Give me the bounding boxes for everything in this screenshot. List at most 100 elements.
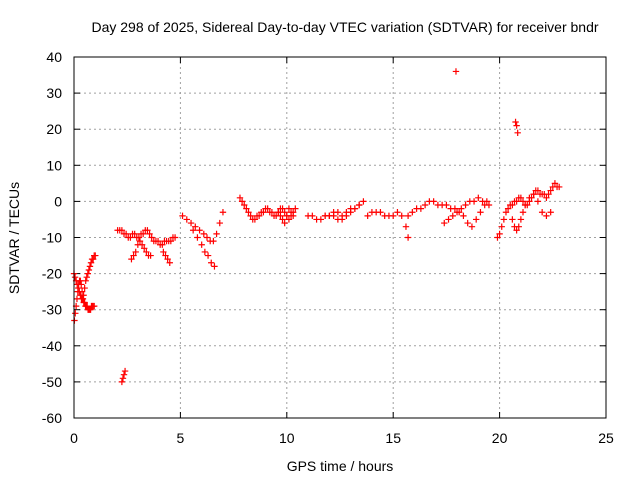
data-point [139, 230, 147, 238]
data-point [179, 212, 186, 220]
data-point [203, 234, 211, 241]
data-point [514, 129, 521, 137]
data-point [519, 198, 527, 205]
x-tick-label: 15 [385, 430, 401, 446]
data-point [251, 216, 259, 223]
data-point [513, 198, 520, 205]
data-point [281, 219, 288, 227]
data-point [219, 209, 227, 216]
data-point [127, 234, 134, 241]
y-tick-label: -60 [42, 410, 62, 426]
data-point [92, 252, 99, 259]
data-point [268, 209, 276, 216]
data-point [338, 216, 346, 223]
data-point [85, 266, 93, 274]
data-point [120, 371, 128, 378]
data-point [198, 241, 205, 248]
chart-title: Day 298 of 2025, Sidereal Day-to-day VTE… [91, 19, 598, 35]
data-point [130, 252, 137, 259]
data-point [430, 198, 437, 205]
data-point [167, 237, 175, 245]
data-point [355, 201, 363, 209]
data-point [477, 209, 484, 216]
data-point [547, 209, 554, 216]
data-point [171, 234, 179, 241]
data-point [83, 274, 90, 281]
data-point [81, 299, 88, 306]
data-point [196, 227, 203, 234]
data-point [449, 212, 456, 220]
y-tick-label: 0 [54, 193, 62, 209]
data-point [513, 122, 520, 129]
data-point [143, 248, 150, 256]
data-point [521, 201, 529, 209]
data-point [208, 259, 215, 266]
data-point [78, 288, 86, 295]
data-point [210, 237, 217, 245]
data-point [255, 212, 263, 220]
data-point [530, 190, 537, 198]
data-point [287, 209, 295, 216]
data-point [289, 212, 297, 220]
data-point [141, 245, 148, 252]
x-tick-label: 20 [492, 430, 508, 446]
data-point [377, 209, 384, 216]
data-point [309, 212, 316, 220]
data-point [496, 230, 503, 238]
data-point [283, 212, 290, 220]
data-point [147, 252, 154, 259]
data-point [121, 367, 129, 375]
data-point [91, 302, 98, 310]
x-tick-label: 25 [598, 430, 614, 446]
data-point [317, 216, 325, 223]
data-point [132, 248, 139, 256]
data-point [421, 201, 429, 209]
y-tick-label: 20 [46, 121, 62, 137]
data-point [285, 216, 293, 223]
data-point [79, 295, 87, 303]
data-point [451, 205, 459, 212]
plot-frame [73, 56, 607, 419]
data-point [441, 219, 448, 227]
data-point [452, 68, 460, 75]
data-point [238, 198, 246, 205]
data-point [277, 212, 284, 220]
data-point [164, 255, 171, 263]
data-point [201, 248, 209, 256]
data-point [417, 205, 425, 212]
y-tick-label: 10 [46, 157, 62, 173]
data-point [351, 205, 359, 212]
data-point [200, 230, 208, 238]
data-point [462, 201, 469, 209]
data-point [483, 198, 491, 205]
data-point [87, 259, 95, 266]
data-point [160, 248, 167, 256]
y-tick-label: 40 [46, 49, 62, 65]
data-point [453, 209, 461, 216]
data-point [509, 216, 516, 223]
data-point [87, 306, 94, 313]
data-point [404, 234, 412, 241]
data-point [189, 227, 197, 234]
data-point [236, 194, 244, 201]
data-point [515, 223, 522, 230]
data-point [404, 212, 412, 220]
y-tick-label: -30 [42, 302, 62, 318]
data-point [502, 209, 510, 216]
data-point [84, 270, 92, 277]
data-point [285, 205, 293, 212]
data-point [241, 201, 248, 209]
data-point [71, 274, 79, 281]
data-point [538, 209, 546, 216]
data-point [118, 227, 126, 234]
data-point [216, 219, 223, 227]
data-point [118, 378, 126, 386]
y-tick-label: -20 [42, 266, 62, 282]
data-point [292, 205, 299, 212]
y-axis-title: SDTVAR / TECUs [6, 182, 22, 294]
data-point [551, 180, 559, 187]
data-point [526, 194, 533, 201]
data-point [445, 216, 452, 223]
data-point [509, 201, 516, 209]
